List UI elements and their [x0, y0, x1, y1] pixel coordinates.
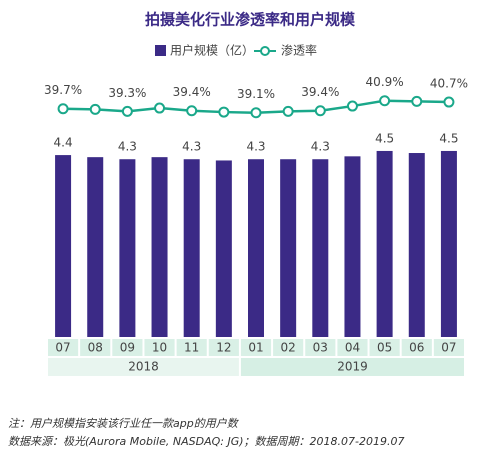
bar — [248, 159, 264, 337]
x-tick-label: 09 — [120, 341, 135, 355]
line-value-label: 40.7% — [430, 77, 468, 91]
x-cell — [208, 339, 239, 356]
x-group-label: 2018 — [128, 360, 159, 374]
line-point — [411, 95, 423, 107]
x-tick-label: 10 — [152, 341, 167, 355]
line-point — [154, 102, 166, 114]
line-point — [282, 105, 294, 117]
x-tick-label: 06 — [409, 341, 424, 355]
line-point — [218, 106, 230, 118]
bar — [280, 159, 297, 337]
bar-value-label: 4.5 — [439, 131, 458, 145]
bar-value-label: 4.5 — [375, 131, 394, 145]
line-point — [346, 100, 358, 112]
x-tick-label: 04 — [345, 341, 360, 355]
note: 注：用户规模指安装该行业任一款app的用户数 — [8, 417, 240, 430]
x-tick-label: 01 — [248, 341, 263, 355]
line-value-label: 39.1% — [237, 87, 275, 101]
x-tick-label: 02 — [281, 341, 296, 355]
line-point — [186, 105, 198, 117]
x-tick-label: 07 — [55, 341, 70, 355]
legend-label: 渗透率 — [281, 43, 317, 58]
bar — [376, 150, 393, 337]
bar — [183, 159, 200, 337]
bar — [215, 160, 232, 337]
note: 数据来源：极光(Aurora Mobile, NASDAQ: JG)；数据周期：… — [8, 435, 404, 448]
line-point — [379, 95, 391, 107]
line-value-label: 39.4% — [173, 85, 211, 99]
line-point — [250, 107, 262, 119]
x-cell — [273, 339, 304, 356]
x-cell — [337, 339, 368, 356]
x-cell — [240, 339, 272, 356]
x-tick-label: 07 — [441, 341, 456, 355]
bar — [312, 159, 329, 337]
line-point — [121, 105, 133, 117]
line-point — [57, 103, 69, 115]
bar — [440, 150, 457, 337]
legend-swatch — [155, 45, 166, 56]
line-value-label: 40.9% — [366, 75, 404, 89]
x-cell — [401, 339, 432, 356]
bar — [119, 159, 136, 337]
bar-value-label: 4.3 — [182, 140, 201, 154]
x-tick-label: 11 — [184, 341, 199, 355]
line-point — [89, 103, 101, 115]
x-cell — [112, 339, 143, 356]
x-cell — [305, 339, 336, 356]
x-cell — [369, 339, 400, 356]
bar — [151, 157, 168, 337]
line-point — [314, 105, 326, 117]
x-tick-label: 03 — [313, 341, 328, 355]
bar-value-label: 4.4 — [54, 136, 73, 150]
bar-value-label: 4.3 — [311, 140, 330, 154]
legend-swatch — [260, 46, 270, 56]
x-group-cell — [240, 358, 464, 376]
x-group-cell — [48, 358, 239, 376]
x-cell — [433, 339, 464, 356]
x-cell — [144, 339, 175, 356]
line-value-label: 39.4% — [301, 85, 339, 99]
x-cell — [80, 339, 111, 356]
x-tick-label: 05 — [377, 341, 392, 355]
bar — [344, 156, 361, 337]
bar — [87, 157, 104, 337]
bar — [408, 153, 425, 337]
line-value-label: 39.3% — [108, 86, 146, 100]
legend-label: 用户规模（亿） — [170, 43, 254, 58]
bar — [55, 155, 72, 337]
line-value-label: 39.7% — [44, 83, 82, 97]
x-group-label: 2019 — [337, 360, 368, 374]
bar-value-label: 4.3 — [246, 140, 265, 154]
bar-value-label: 4.3 — [118, 140, 137, 154]
x-tick-label: 12 — [216, 341, 231, 355]
x-cell — [176, 339, 207, 356]
x-cell — [48, 339, 79, 356]
chart-title: 拍摄美化行业渗透率和用户规模 — [145, 11, 356, 29]
x-tick-label: 08 — [88, 341, 103, 355]
line-point — [443, 96, 455, 108]
